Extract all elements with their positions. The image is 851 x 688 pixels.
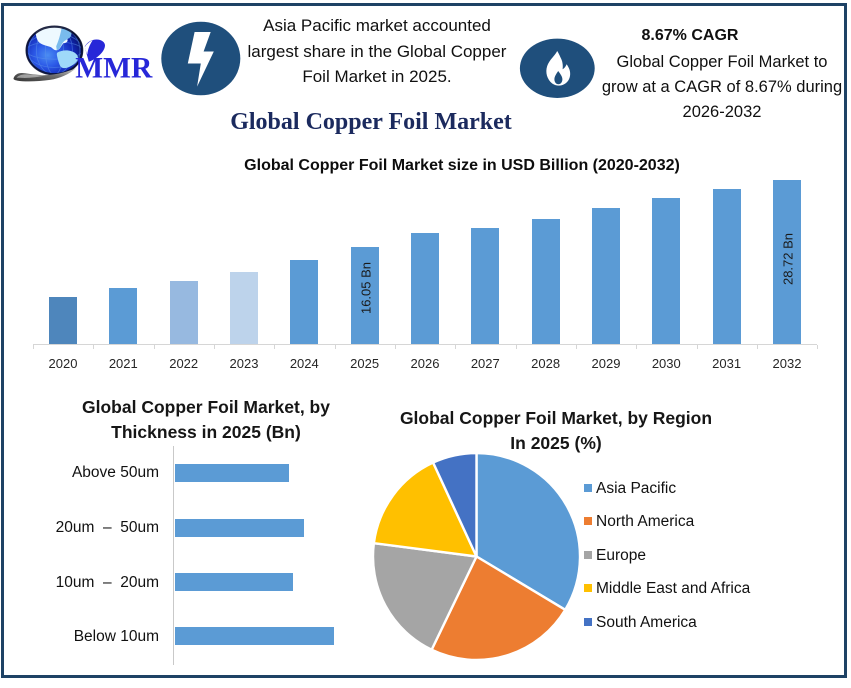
svg-text:MMR: MMR <box>75 53 153 85</box>
